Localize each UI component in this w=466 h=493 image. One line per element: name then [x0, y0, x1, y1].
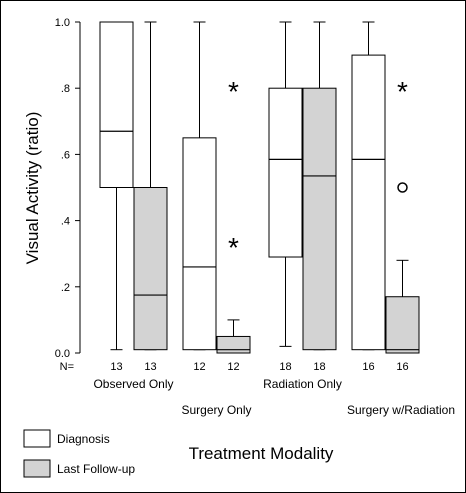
- box-group: [99, 21, 420, 354]
- y-tick-label: 1.0: [55, 17, 70, 29]
- box: [216, 335, 251, 354]
- legend-swatch-last-follow-up: [23, 459, 51, 478]
- n-count-label: 18: [279, 361, 291, 373]
- group-label: Surgery Only: [181, 403, 251, 417]
- legend-label-diagnosis: Diagnosis: [57, 432, 110, 446]
- box: [351, 54, 386, 351]
- n-count-label: 16: [362, 361, 374, 373]
- box: [182, 137, 217, 351]
- x-axis-title: Treatment Modality: [189, 444, 334, 463]
- label-group: 13 13 12 12 18 18 16 16 Observed Only Surgery Onl…: [93, 361, 455, 417]
- n-count-label: 12: [193, 361, 205, 373]
- y-tick-label: .6: [61, 149, 70, 161]
- box: [302, 87, 337, 351]
- n-count-label: 13: [144, 361, 156, 373]
- y-tick-label: .4: [61, 216, 70, 228]
- group-label: Observed Only: [93, 377, 173, 391]
- legend-label-last-follow-up: Last Follow-up: [57, 462, 135, 476]
- y-tick-label: 0.0: [55, 348, 70, 360]
- outlier-extreme-marker: *: [228, 232, 239, 263]
- n-count-label: 18: [313, 361, 325, 373]
- n-label: N=: [60, 361, 74, 373]
- y-tick-label: .2: [61, 282, 70, 294]
- box: [268, 87, 303, 258]
- y-tick-group: 0.0 .2 .4 .6 .8 1.0: [55, 17, 80, 360]
- legend-swatch-diagnosis: [23, 429, 51, 448]
- y-axis-title: Visual Activity (ratio): [23, 112, 42, 265]
- outlier-marker: [397, 182, 408, 193]
- outlier-group: * * *: [228, 76, 408, 263]
- n-count-label: 16: [396, 361, 408, 373]
- n-count-label: 12: [227, 361, 239, 373]
- group-label: Surgery w/Radiation: [347, 403, 455, 417]
- box: [99, 21, 134, 188]
- box: [133, 187, 168, 351]
- group-label: Radiation Only: [263, 377, 342, 391]
- outlier-extreme-marker: *: [397, 76, 408, 107]
- outlier-extreme-marker: *: [228, 76, 239, 107]
- box: [385, 296, 420, 354]
- y-tick-label: .8: [61, 83, 70, 95]
- n-count-label: 13: [110, 361, 122, 373]
